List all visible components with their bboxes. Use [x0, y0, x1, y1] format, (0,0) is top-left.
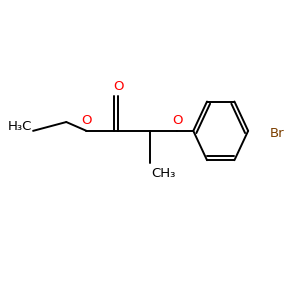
Text: H₃C: H₃C — [7, 120, 31, 133]
Text: O: O — [81, 114, 92, 127]
Text: Br: Br — [270, 127, 284, 140]
Text: O: O — [113, 80, 124, 93]
Text: O: O — [172, 114, 183, 127]
Text: CH₃: CH₃ — [152, 167, 176, 180]
